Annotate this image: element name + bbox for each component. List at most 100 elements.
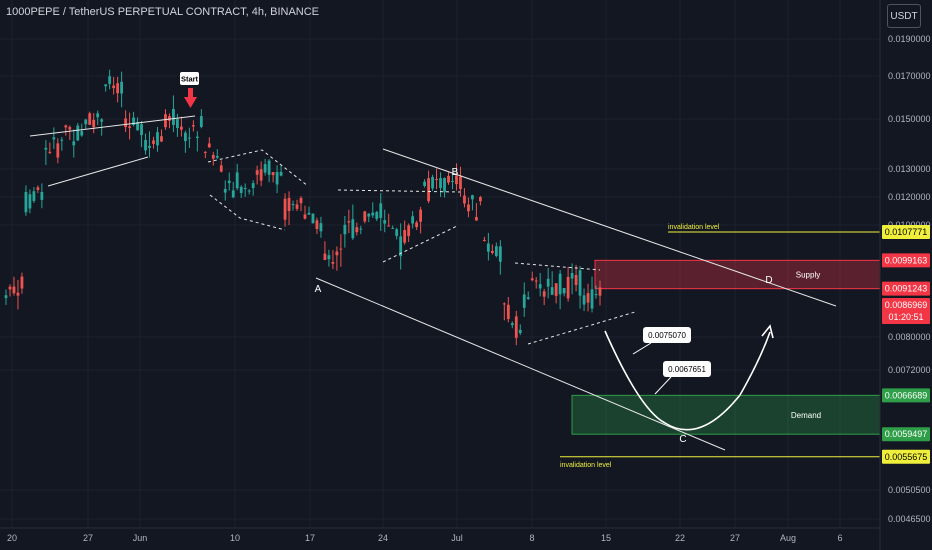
invalidation-label: invalidation level [668, 224, 720, 231]
start-marker-label: Start [181, 75, 199, 84]
candle-body [522, 294, 526, 308]
candle-body [124, 118, 127, 128]
candle-body [96, 113, 100, 118]
candle-body [447, 175, 450, 183]
candle-body [383, 220, 387, 224]
price-tick-label: 0.0190000 [888, 34, 931, 44]
callout-box [663, 361, 711, 377]
pattern-dashed [527, 311, 636, 345]
price-tick-label: 0.0150000 [888, 114, 931, 124]
candle-body [550, 287, 554, 295]
candle-body [395, 229, 399, 236]
candle-body [283, 198, 287, 220]
candle-body [92, 119, 96, 128]
candle-body [343, 224, 347, 235]
price-tick-label: 0.0050500 [888, 485, 931, 495]
candle-body [375, 212, 379, 219]
candle-body [195, 136, 199, 138]
candle-body [566, 276, 570, 299]
price-tag-label: 0.0059497 [885, 429, 928, 439]
candle-body [259, 169, 263, 181]
candle-body [510, 323, 514, 326]
candle-body [582, 295, 586, 305]
candle-body [267, 160, 271, 175]
candle-body [263, 164, 267, 173]
candle-body [498, 246, 502, 262]
price-tick-label: 0.0120000 [888, 192, 931, 202]
time-tick-label: 22 [675, 533, 685, 543]
time-tick-label: 20 [7, 533, 17, 543]
time-tick-label: 24 [378, 533, 388, 543]
price-tick-label: 0.0046500 [888, 514, 931, 524]
candle-body [160, 136, 163, 142]
candle-body [443, 177, 446, 193]
price-tag-countdown: 01:20:51 [888, 312, 923, 322]
price-tag [882, 253, 930, 268]
candle-body [148, 145, 151, 148]
candle-body [295, 204, 299, 209]
candle-body [399, 236, 403, 257]
trendline [47, 156, 149, 187]
candle-body [479, 197, 482, 202]
candle-body [427, 178, 430, 202]
pattern-dashed [337, 189, 461, 193]
candle-body [8, 286, 12, 290]
candle-body [347, 221, 351, 223]
candle-body [180, 126, 183, 130]
price-tag-label: 0.0055675 [885, 452, 928, 462]
candle-body [407, 225, 411, 237]
candle-body [152, 140, 155, 144]
candle-body [52, 137, 56, 140]
candle-body [538, 284, 542, 289]
candle-body [32, 191, 36, 201]
candle-body [355, 227, 359, 233]
candle-body [363, 211, 367, 222]
candle-body [319, 223, 323, 232]
price-axis[interactable]: 0.0190000 0.0170000 0.0150000 0.0130000 0.01… [879, 0, 931, 550]
candle-body [231, 190, 235, 198]
candle-body [403, 229, 407, 243]
candle-body [168, 116, 171, 121]
chart-grid [0, 0, 880, 528]
candle-body [64, 125, 68, 128]
candle-body [387, 225, 391, 227]
candle-body [558, 273, 562, 295]
time-tick-label: 27 [730, 533, 740, 543]
time-tick-label: 6 [837, 533, 842, 543]
wave-label: A [315, 284, 322, 295]
channel-upper-line [382, 148, 837, 307]
candle-body [203, 151, 207, 153]
candle-body [235, 172, 239, 189]
callout-label: 0.0075070 [648, 331, 686, 340]
candle-body [120, 81, 124, 94]
price-tick-label: 0.0130000 [888, 164, 931, 174]
price-tick-label: 0.0170000 [888, 71, 931, 81]
currency-button[interactable]: USDT [887, 4, 921, 28]
candle-body [239, 186, 243, 193]
candle-body [4, 295, 8, 299]
candle-body [423, 181, 426, 186]
candle-body [20, 276, 24, 289]
wave-label: B [452, 167, 459, 178]
candle-body [44, 147, 48, 150]
candle-body [411, 216, 415, 224]
candle-body [327, 255, 331, 260]
candle-body [359, 228, 363, 230]
candle-body [116, 83, 120, 94]
candle-body [104, 84, 108, 87]
candle-body [502, 303, 506, 305]
time-axis[interactable]: 20 27 Jun 10 17 24 Jul 8 15 22 27 Aug 6 [0, 527, 880, 543]
candle-body [546, 278, 550, 287]
candle-body [251, 183, 255, 189]
candle-body [100, 119, 104, 122]
candle-body [271, 172, 275, 176]
candle-body [415, 222, 419, 228]
start-marker-box [180, 72, 199, 85]
candle-body [243, 187, 247, 189]
price-tick-label: 0.0072000 [888, 365, 931, 375]
price-tag-label: 0.0086969 [885, 300, 928, 310]
candle-body [542, 291, 546, 297]
zones-layer: Supply Demand invalidation level invalidati… [560, 224, 881, 469]
candle-body [227, 180, 231, 184]
